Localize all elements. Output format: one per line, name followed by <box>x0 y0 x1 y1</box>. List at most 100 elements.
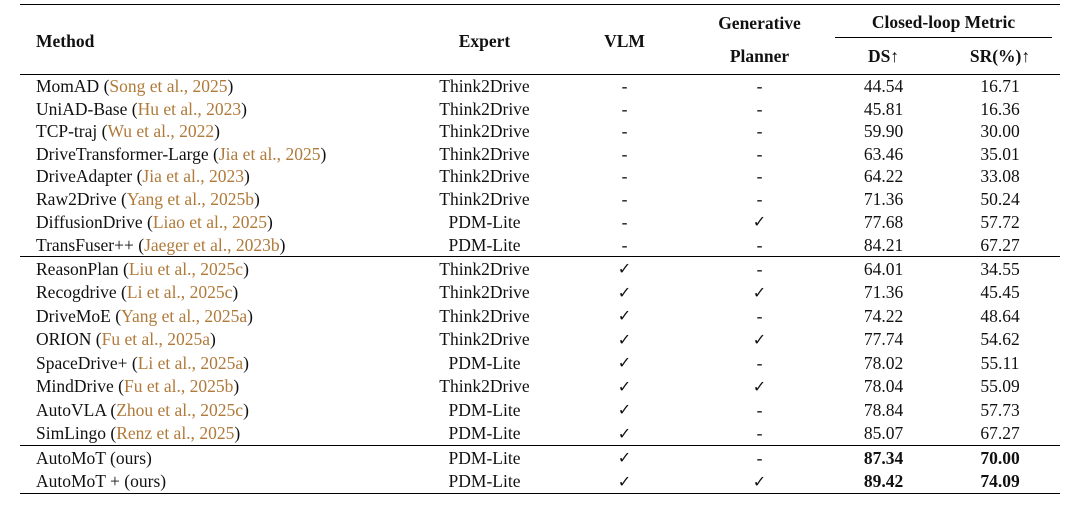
ds-cell-value: 45.81 <box>863 98 904 119</box>
ds-cell-value: 78.04 <box>863 376 904 396</box>
method-name: UniAD-Base ( <box>36 98 138 119</box>
expert-cell-value: Think2Drive <box>439 166 530 186</box>
expert-cell: PDM-Lite <box>412 351 557 375</box>
citation-year-link[interactable]: 2023 <box>206 98 242 119</box>
generative-planner-cell-value: ✓ <box>752 329 767 349</box>
citation-year-link[interactable]: 2023b <box>235 234 280 255</box>
citation-year-link[interactable]: 2025a <box>167 329 211 349</box>
header-method: Method <box>20 4 412 75</box>
citation-year-link[interactable]: 2025 <box>192 76 228 96</box>
citation-close: ) <box>214 121 220 141</box>
method-name: AutoMoT + (ours) <box>36 471 167 491</box>
citation-year-link[interactable]: 2025 <box>285 143 321 164</box>
expert-cell-value: PDM-Lite <box>448 234 521 255</box>
citation-year-link[interactable]: 2025a <box>204 305 248 326</box>
citation-year-link[interactable]: 2025c <box>200 258 244 279</box>
sr-cell-value: 55.11 <box>980 352 1020 373</box>
generative-planner-cell: ✓ <box>692 281 827 305</box>
ds-cell-value: 44.54 <box>863 76 904 96</box>
citation-year-link[interactable]: 2022 <box>179 121 215 141</box>
vlm-cell-value: - <box>621 234 628 255</box>
generative-planner-cell-value: - <box>756 121 763 141</box>
citation-year-link[interactable]: 2025b <box>210 188 254 209</box>
citation-author-link[interactable]: Li et al., <box>137 352 201 373</box>
ds-cell: 78.02 <box>827 351 940 375</box>
sr-cell-value: 67.27 <box>980 234 1020 255</box>
expert-cell-value: Think2Drive <box>439 188 530 209</box>
citation-year-link[interactable]: 2025 <box>199 423 235 443</box>
vlm-cell-value: ✓ <box>617 423 632 443</box>
sr-cell: 16.71 <box>940 74 1060 98</box>
citation-author-link[interactable]: Wu et al., <box>107 121 180 141</box>
generative-planner-cell: ✓ <box>692 469 827 494</box>
vlm-cell-value: - <box>621 188 628 209</box>
vlm-cell-value: ✓ <box>617 448 632 467</box>
citation-author-link[interactable]: Liao et al., <box>152 211 233 232</box>
expert-cell-value: Think2Drive <box>439 98 530 119</box>
citation-year-link[interactable]: 2025 <box>232 211 268 232</box>
sr-cell-value: 48.64 <box>980 305 1020 326</box>
citation-author-link[interactable]: Yang et al., <box>126 188 211 209</box>
citation-author-link[interactable]: Hu et al., <box>137 98 207 119</box>
citation-year-link[interactable]: 2025c <box>189 282 233 302</box>
sr-cell: 30.00 <box>940 120 1060 143</box>
ds-cell: 44.54 <box>827 74 940 98</box>
method-name: DiffusionDrive ( <box>36 211 153 232</box>
vlm-cell: ✓ <box>557 398 692 422</box>
citation-author-link[interactable]: Jaeger et al., <box>144 234 236 255</box>
method-cell: DriveAdapter (Jia et al., 2023) <box>20 165 412 188</box>
vlm-cell-value: ✓ <box>617 329 632 349</box>
method-cell: Recogdrive (Li et al., 2025c) <box>20 281 412 305</box>
citation-author-link[interactable]: Jia et al., <box>218 143 286 164</box>
method-name: TransFuser++ ( <box>36 234 145 255</box>
vlm-cell-value: - <box>621 121 628 141</box>
method-name: DriveTransformer-Large ( <box>36 143 219 164</box>
generative-planner-cell-value: - <box>756 423 763 443</box>
ds-cell: 77.74 <box>827 328 940 352</box>
table-row: DriveMoE (Yang et al., 2025a) Think2Drive… <box>20 304 1060 328</box>
generative-planner-cell-value: - <box>756 188 763 209</box>
ds-cell-value: 77.74 <box>863 329 904 349</box>
citation-author-link[interactable]: Song et al., <box>109 76 193 96</box>
sr-cell-value: 30.00 <box>980 121 1020 141</box>
citation-author-link[interactable]: Zhou et al., <box>116 399 201 420</box>
ds-cell: 78.04 <box>827 375 940 399</box>
table-row: SimLingo (Renz et al., 2025) PDM-Lite ✓ - 85… <box>20 422 1060 446</box>
vlm-cell: - <box>557 165 692 188</box>
vlm-cell: ✓ <box>557 281 692 305</box>
citation-author-link[interactable]: Yang et al., <box>121 305 205 326</box>
ds-cell: 78.84 <box>827 398 940 422</box>
method-name: ReasonPlan ( <box>36 258 129 279</box>
citation-author-link[interactable]: Jia et al., <box>142 166 209 186</box>
citation-close: ) <box>210 329 216 349</box>
header-expert: Expert <box>412 4 557 75</box>
citation-author-link[interactable]: Fu et al., <box>123 376 190 396</box>
vlm-cell: - <box>557 143 692 166</box>
citation-author-link[interactable]: Renz et al., <box>116 423 200 443</box>
vlm-cell: ✓ <box>557 469 692 494</box>
sr-cell: 35.01 <box>940 143 1060 166</box>
ds-cell: 71.36 <box>827 188 940 211</box>
expert-cell-value: Think2Drive <box>439 329 530 349</box>
method-cell: AutoMoT (ours) <box>20 445 412 470</box>
sr-cell: 33.08 <box>940 165 1060 188</box>
citation-author-link[interactable]: Fu et al., <box>101 329 168 349</box>
citation-year-link[interactable]: 2025a <box>200 352 244 373</box>
citation-author-link[interactable]: Li et al., <box>126 282 190 302</box>
expert-cell: PDM-Lite <box>412 398 557 422</box>
citation-year-link[interactable]: 2025c <box>200 399 244 420</box>
header-closed-loop-label: Closed-loop Metric <box>835 7 1052 38</box>
generative-planner-cell-value: - <box>756 399 763 420</box>
citation-year-link[interactable]: 2025b <box>189 376 234 396</box>
generative-planner-cell-value: - <box>756 234 763 255</box>
expert-cell: PDM-Lite <box>412 234 557 257</box>
sr-cell-value: 55.09 <box>980 376 1020 396</box>
citation-close: ) <box>253 188 260 209</box>
citation-year-link[interactable]: 2023 <box>209 166 244 186</box>
ds-cell-value: 85.07 <box>863 423 904 443</box>
vlm-cell-value: ✓ <box>617 282 632 302</box>
citation-close: ) <box>279 234 286 255</box>
citation-author-link[interactable]: Liu et al., <box>128 258 201 279</box>
generative-planner-cell: - <box>692 234 827 257</box>
sr-cell: 57.72 <box>940 210 1060 234</box>
